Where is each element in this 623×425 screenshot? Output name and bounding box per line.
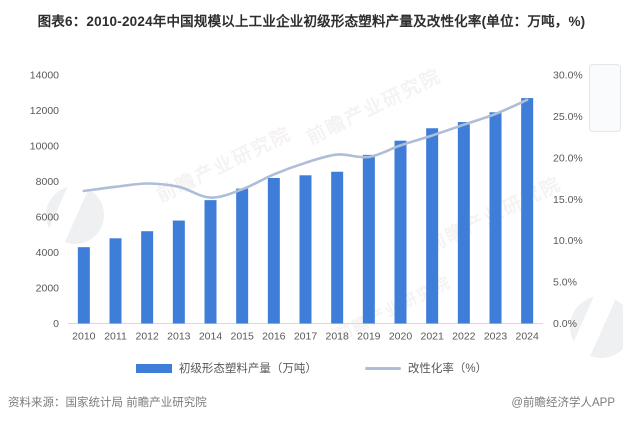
x-label-2024: 2024	[515, 331, 539, 343]
right-axis-tick: 30.0%	[553, 70, 583, 82]
left-axis-tick: 10000	[30, 141, 59, 153]
x-label-2011: 2011	[104, 331, 127, 343]
bar-2016	[267, 177, 280, 324]
bar-2024	[521, 98, 534, 324]
left-axis-tick: 6000	[36, 212, 60, 224]
x-label-2014: 2014	[199, 331, 223, 343]
right-axis-tick: 15.0%	[553, 194, 583, 206]
x-label-2017: 2017	[294, 331, 318, 343]
chart-legend: 初级形态塑料产量（万吨） 改性化率（%）	[0, 360, 623, 376]
bar-2014	[204, 200, 217, 324]
legend-item: 初级形态塑料产量（万吨）	[135, 360, 317, 376]
left-axis-tick: 8000	[36, 176, 60, 188]
bar-2023	[489, 112, 502, 324]
right-axis-tick: 10.0%	[553, 235, 583, 247]
bar-2021	[426, 128, 439, 324]
legend-label: 改性化率（%）	[407, 363, 488, 375]
bar-2015	[236, 188, 249, 324]
source-note: 资料来源：国家统计局 前瞻产业研究院	[8, 397, 207, 409]
legend-line-swatch	[364, 366, 401, 370]
bar-2019	[362, 154, 375, 324]
bar-2018	[331, 171, 344, 324]
x-label-2019: 2019	[357, 331, 381, 343]
right-axis-tick: 25.0%	[553, 111, 583, 123]
x-label-2016: 2016	[262, 331, 286, 343]
rate-line	[82, 98, 529, 199]
right-axis-tick: 5.0%	[553, 277, 577, 289]
left-axis-tick: 4000	[36, 247, 60, 259]
chart-footer: 资料来源：国家统计局 前瞻产业研究院 @前瞻经济学人APP	[8, 394, 615, 410]
legend-label: 初级形态塑料产量（万吨）	[178, 363, 317, 375]
left-axis-tick: 2000	[36, 283, 60, 295]
bar-2012	[141, 231, 154, 324]
credit-note: @前瞻经济学人APP	[511, 397, 615, 409]
bar-2017	[299, 175, 312, 324]
right-axis-tick: 20.0%	[553, 152, 583, 164]
right-axis-tick: 0.0%	[553, 318, 577, 330]
left-axis-tick: 14000	[30, 70, 59, 82]
bar-2011	[109, 238, 122, 324]
legend-item: 改性化率（%）	[364, 360, 488, 376]
x-label-2015: 2015	[230, 331, 254, 343]
bar-2020	[394, 140, 407, 324]
bar-2022	[457, 122, 470, 324]
left-axis-tick: 12000	[30, 105, 59, 117]
x-label-2021: 2021	[420, 331, 444, 343]
x-label-2020: 2020	[389, 331, 413, 343]
x-label-2013: 2013	[167, 331, 191, 343]
bar-2010	[77, 247, 90, 324]
bar-2013	[172, 220, 185, 324]
left-axis-tick: 0	[53, 318, 59, 330]
legend-bar-swatch	[135, 363, 172, 373]
x-label-2022: 2022	[452, 331, 476, 343]
x-label-2023: 2023	[484, 331, 508, 343]
x-label-2012: 2012	[135, 331, 159, 343]
x-label-2018: 2018	[325, 331, 349, 343]
x-label-2010: 2010	[72, 331, 96, 343]
chart-title: 图表6：2010-2024年中国规模以上工业企业初级形态塑料产量及改性化率(单位…	[37, 14, 586, 29]
